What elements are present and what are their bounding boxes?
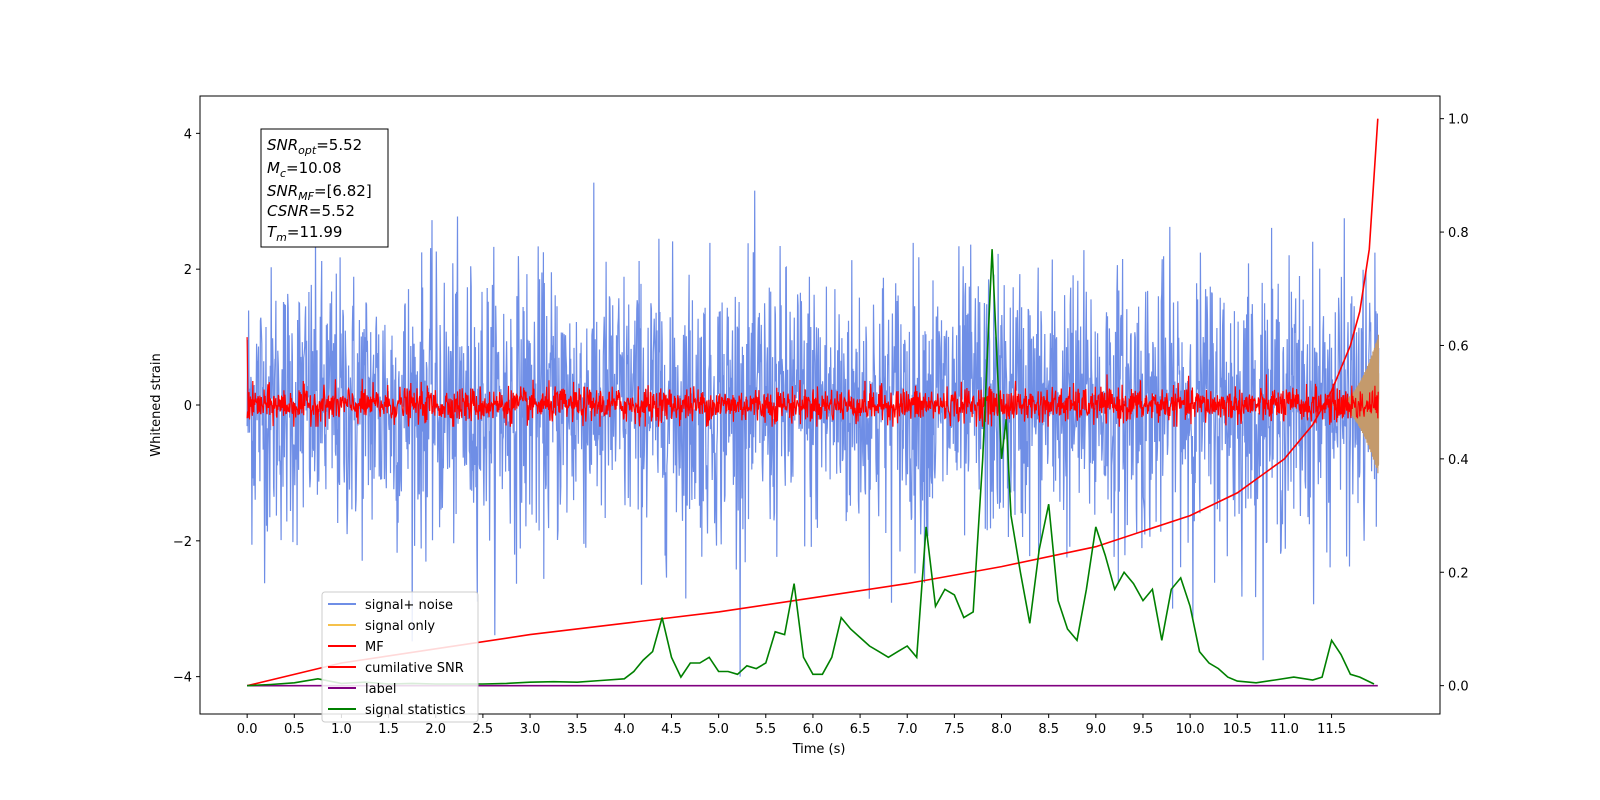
- series-mf: [246, 337, 1379, 427]
- y-tick-label: −2: [173, 535, 192, 550]
- x-tick-label: 4.5: [661, 722, 682, 737]
- x-tick-label: 8.5: [1038, 722, 1059, 737]
- legend-label-signal-only: signal only: [365, 619, 435, 634]
- x-tick-label: 5.0: [708, 722, 729, 737]
- info-box: SNRopt=5.52 Mc=10.08 SNRMF=[6.82] CSNR=5…: [260, 128, 389, 248]
- y-axis-label: Whitened strain: [149, 353, 164, 456]
- legend-label-cumulative-snr: cumilative SNR: [365, 661, 464, 676]
- x-tick-label: 7.5: [944, 722, 965, 737]
- y2-tick-label: 0.8: [1448, 226, 1469, 241]
- y-tick-label: 2: [184, 263, 192, 278]
- x-tick-label: 10.0: [1176, 722, 1205, 737]
- x-axis-label: Time (s): [792, 742, 846, 757]
- info-snr-opt: SNRopt=5.52: [267, 136, 362, 157]
- x-tick-label: 5.5: [755, 722, 776, 737]
- x-tick-label: 4.0: [614, 722, 635, 737]
- y2-tick-label: 0.0: [1448, 680, 1469, 695]
- y-tick-label: 4: [184, 127, 192, 142]
- x-tick-label: 3.5: [567, 722, 588, 737]
- y2-tick-label: 0.6: [1448, 339, 1469, 354]
- y2-tick-label: 0.4: [1448, 453, 1469, 468]
- legend: signal+ noise signal only MF cumilative …: [321, 591, 479, 723]
- axes: 0.0 0.5 1.0 1.5 2.0 2.5 3.0 3.5 4.0 4.5 5.0 5.5 6.0 6…: [173, 113, 1469, 737]
- x-tick-label: 9.0: [1085, 722, 1106, 737]
- info-mc: Mc=10.08: [267, 159, 342, 180]
- x-tick-label: 0.0: [237, 722, 258, 737]
- series-signal-statistics: [247, 249, 1375, 687]
- legend-label-label: label: [365, 682, 396, 697]
- info-box-frame: [260, 128, 389, 248]
- legend-label-signal-noise: signal+ noise: [365, 598, 453, 613]
- x-tick-label: 11.5: [1317, 722, 1346, 737]
- legend-label-mf: MF: [365, 640, 384, 655]
- y2-tick-label: 1.0: [1448, 113, 1469, 128]
- info-csnr: CSNR=5.52: [267, 202, 355, 220]
- x-tick-label: 2.5: [473, 722, 494, 737]
- x-tick-label: 1.0: [331, 722, 352, 737]
- y-tick-label: −4: [173, 671, 192, 686]
- x-tick-label: 6.5: [850, 722, 871, 737]
- info-snr-mf: SNRMF=[6.82]: [267, 182, 372, 203]
- x-tick-label: 11.0: [1270, 722, 1299, 737]
- x-tick-label: 6.0: [803, 722, 824, 737]
- x-tick-label: 1.5: [378, 722, 399, 737]
- x-tick-label: 0.5: [284, 722, 305, 737]
- y2-tick-label: 0.2: [1448, 566, 1469, 581]
- legend-label-signal-statistics: signal statistics: [365, 703, 466, 718]
- x-tick-label: 7.0: [897, 722, 918, 737]
- x-tick-label: 2.0: [425, 722, 446, 737]
- legend-frame: [321, 591, 479, 723]
- info-tm: Tm=11.99: [267, 223, 342, 244]
- x-tick-label: 9.5: [1133, 722, 1154, 737]
- x-tick-label: 8.0: [991, 722, 1012, 737]
- x-tick-label: 3.0: [520, 722, 541, 737]
- y-tick-label: 0: [184, 399, 192, 414]
- x-tick-label: 10.5: [1223, 722, 1252, 737]
- series-cumulative-snr: [246, 118, 1379, 687]
